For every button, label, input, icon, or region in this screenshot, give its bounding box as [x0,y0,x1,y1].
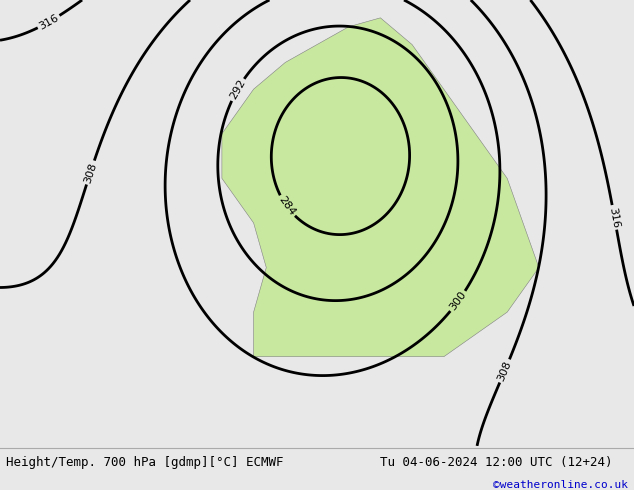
Text: Tu 04-06-2024 12:00 UTC (12+24): Tu 04-06-2024 12:00 UTC (12+24) [380,456,613,469]
Text: 308: 308 [82,161,98,184]
Text: 316: 316 [607,206,621,228]
Polygon shape [222,18,539,357]
Text: 316: 316 [37,12,60,31]
Text: 300: 300 [448,290,469,313]
Text: ©weatheronline.co.uk: ©weatheronline.co.uk [493,480,628,490]
Text: 292: 292 [228,78,247,101]
Text: 284: 284 [276,195,297,218]
Text: Height/Temp. 700 hPa [gdmp][°C] ECMWF: Height/Temp. 700 hPa [gdmp][°C] ECMWF [6,456,284,469]
Text: 308: 308 [496,359,514,383]
